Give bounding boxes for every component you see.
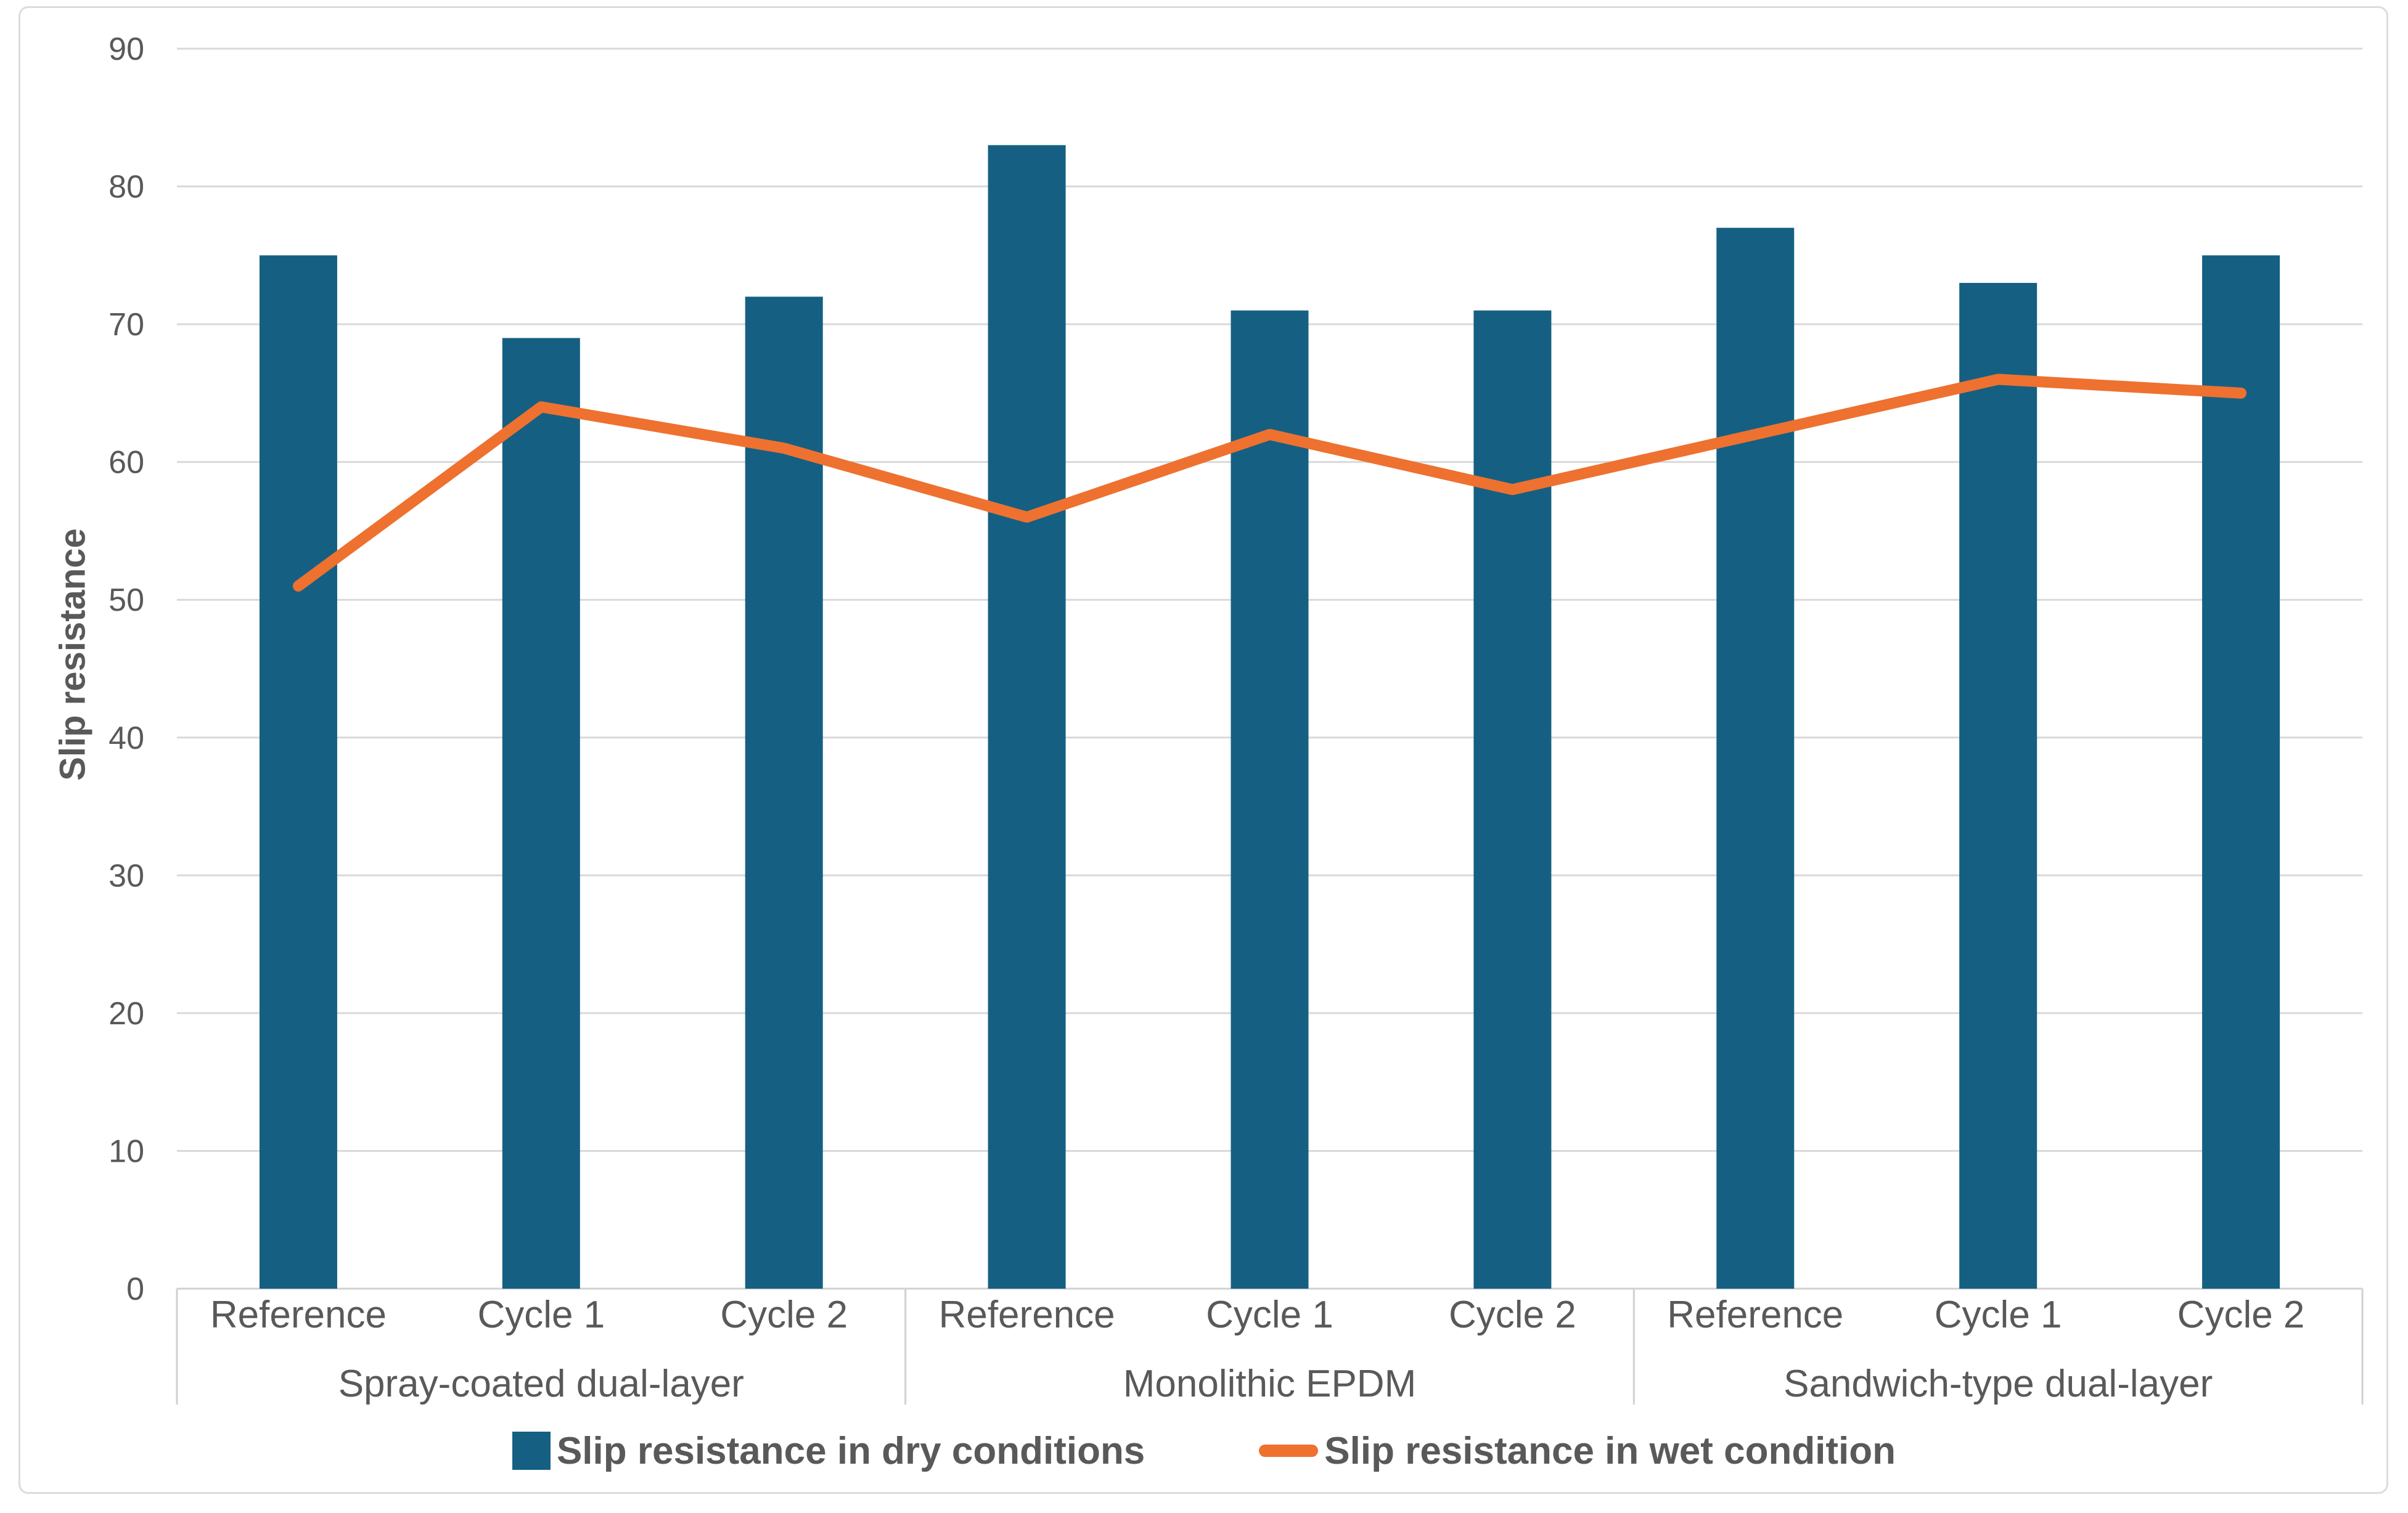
- y-tick-label: 50: [109, 582, 144, 618]
- category-label: Reference: [939, 1294, 1115, 1336]
- category-label: Cycle 2: [2177, 1294, 2305, 1336]
- y-tick-label: 20: [109, 996, 144, 1032]
- bar-dry-condition: [1231, 310, 1309, 1289]
- category-label: Cycle 2: [1449, 1294, 1576, 1336]
- line-wet-condition: [292, 373, 2247, 592]
- category-label: Cycle 1: [477, 1294, 605, 1336]
- bar-dry-condition: [259, 255, 337, 1289]
- category-label: Cycle 2: [720, 1294, 848, 1336]
- category-label: Cycle 1: [1935, 1294, 2062, 1336]
- bar-dry-condition: [745, 296, 823, 1289]
- group-label: Spray-coated dual-layer: [338, 1363, 744, 1405]
- legend: Slip resistance in dry conditions Slip r…: [0, 1427, 2408, 1474]
- legend-label-dry: Slip resistance in dry conditions: [556, 1429, 1145, 1472]
- line-series-swatch-icon: [1259, 1445, 1319, 1457]
- bar-dry-condition: [988, 145, 1066, 1289]
- legend-item-wet: Slip resistance in wet condition: [1259, 1429, 1896, 1473]
- bar-dry-condition: [502, 338, 580, 1289]
- y-tick-label: 40: [109, 720, 144, 756]
- group-label: Sandwich-type dual-layer: [1783, 1363, 2213, 1405]
- category-label: Reference: [1667, 1294, 1843, 1336]
- y-tick-label: 60: [109, 445, 144, 481]
- group-label: Monolithic EPDM: [1123, 1363, 1416, 1405]
- bar-series-swatch-icon: [512, 1432, 551, 1470]
- category-label: Cycle 1: [1206, 1294, 1333, 1336]
- y-tick-label: 10: [109, 1133, 144, 1169]
- bar-dry-condition: [1716, 227, 1795, 1289]
- category-label: Reference: [210, 1294, 387, 1336]
- y-tick-label: 70: [109, 307, 144, 343]
- bar-dry-condition: [1959, 283, 2037, 1289]
- y-tick-label: 80: [109, 169, 144, 205]
- bar-dry-condition: [2202, 255, 2280, 1289]
- bar-dry-condition: [1473, 310, 1552, 1289]
- legend-label-wet: Slip resistance in wet condition: [1324, 1429, 1896, 1472]
- y-tick-label: 90: [109, 31, 144, 67]
- y-axis-title: Slip resistance: [52, 528, 93, 781]
- y-tick-label: 30: [109, 858, 144, 894]
- legend-item-dry: Slip resistance in dry conditions: [512, 1429, 1145, 1473]
- y-tick-label: 0: [126, 1271, 144, 1307]
